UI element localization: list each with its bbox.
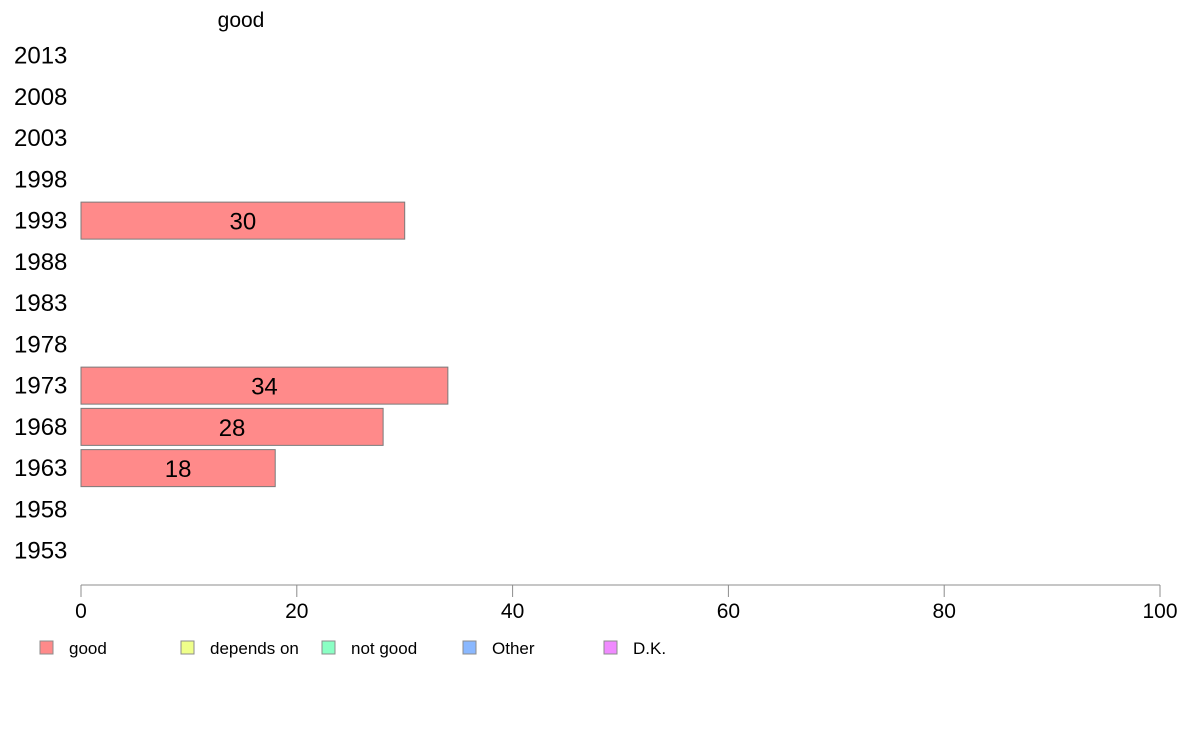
bar-value-label: 18 (165, 456, 192, 483)
y-tick-label: 1993 (14, 208, 67, 235)
legend-label: depends on (210, 639, 299, 658)
legend: good depends on not good Other D.K. (39, 639, 666, 658)
y-tick-label: 1988 (14, 249, 67, 276)
legend-swatch (39, 640, 54, 655)
y-tick-label: 1983 (14, 290, 67, 317)
y-tick-label: 1958 (14, 496, 67, 523)
legend-label: Other (492, 639, 535, 658)
x-tick-label: 0 (75, 600, 87, 623)
y-tick-label: 1998 (14, 166, 67, 193)
y-tick-label: 2013 (14, 43, 67, 70)
y-tick-label: 1963 (14, 455, 67, 482)
bar (80, 366, 449, 405)
y-tick-label: 1973 (14, 373, 67, 400)
y-tick-label: 2003 (14, 125, 67, 152)
legend-label: good (69, 639, 107, 658)
legend-label: not good (351, 639, 417, 658)
y-axis-labels: 2013 2008 2003 1998 1993 1988 1983 1978 1973 1968… (14, 43, 67, 565)
bar-value-label: 34 (251, 374, 278, 401)
legend-swatch (321, 640, 336, 655)
x-tick-label: 40 (501, 600, 524, 623)
x-tick-label: 20 (285, 600, 308, 623)
x-tick-label: 100 (1142, 600, 1177, 623)
legend-label: D.K. (633, 639, 666, 658)
legend-swatch (180, 640, 195, 655)
bar (80, 407, 384, 446)
x-tick-label: 60 (717, 600, 740, 623)
legend-swatch (462, 640, 477, 655)
bar (80, 449, 276, 488)
bar (80, 201, 406, 240)
x-axis: 0 20 40 60 80 100 (75, 584, 1178, 623)
legend-swatch (603, 640, 618, 655)
bar-value-label: 30 (229, 209, 256, 236)
y-tick-label: 1978 (14, 331, 67, 358)
x-tick-label: 80 (933, 600, 956, 623)
y-tick-label: 1953 (14, 538, 67, 565)
y-tick-label: 1968 (14, 414, 67, 441)
y-tick-label: 2008 (14, 84, 67, 111)
chart-title: good (218, 9, 265, 32)
bar-value-label: 28 (219, 415, 246, 442)
